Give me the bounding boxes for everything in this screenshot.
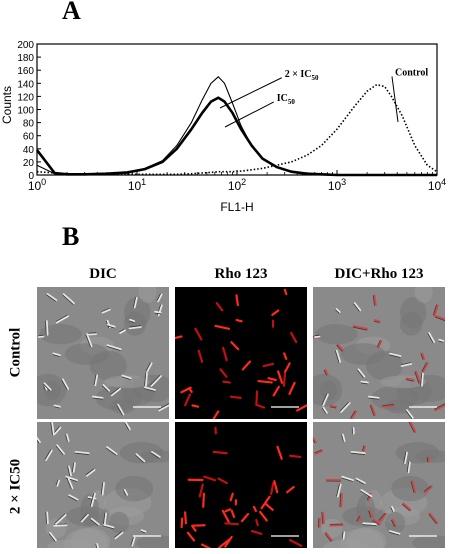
y-tick-label: 100 bbox=[17, 106, 34, 117]
plot-frame bbox=[37, 44, 437, 175]
cell-shape bbox=[256, 520, 257, 525]
y-tick-label: 200 bbox=[17, 40, 34, 51]
cell-shape bbox=[237, 320, 242, 321]
texture-blob bbox=[391, 476, 429, 502]
y-tick-label: 140 bbox=[17, 79, 34, 90]
column-header-dic-rho123: DIC+Rho 123 bbox=[313, 266, 445, 283]
cell-shape bbox=[375, 320, 380, 321]
cell-shape bbox=[256, 392, 257, 406]
cell-shape bbox=[225, 523, 238, 524]
panel-b-letter: B bbox=[62, 222, 79, 252]
tile-background bbox=[175, 287, 307, 419]
series-line-1 bbox=[37, 98, 437, 175]
cell-shape bbox=[203, 494, 204, 507]
cell-shape bbox=[383, 406, 394, 407]
cell-shape bbox=[192, 405, 198, 406]
cell-shape bbox=[146, 374, 147, 386]
annotation-label: IC50 bbox=[277, 93, 296, 106]
x-tick-label: 102 bbox=[228, 177, 246, 193]
row-header-control: Control bbox=[8, 293, 25, 413]
cell-shape bbox=[341, 494, 342, 507]
texture-blob bbox=[124, 312, 147, 336]
cell-shape bbox=[439, 340, 443, 341]
cell-shape bbox=[323, 512, 324, 523]
y-tick-label: 80 bbox=[23, 119, 35, 130]
texture-blob bbox=[115, 476, 153, 502]
micrograph-control-merge bbox=[313, 287, 445, 419]
cell-shape bbox=[54, 405, 60, 406]
y-tick-label: 160 bbox=[17, 66, 34, 77]
y-tick-label: 20 bbox=[23, 158, 35, 169]
cell-shape bbox=[93, 397, 103, 398]
chart-series bbox=[37, 77, 437, 175]
cell-shape bbox=[185, 512, 186, 523]
cell-shape bbox=[97, 544, 98, 548]
cell-shape bbox=[155, 312, 161, 313]
cell-shape bbox=[285, 290, 286, 294]
cell-shape bbox=[361, 382, 367, 383]
cell-shape bbox=[258, 381, 271, 382]
cell-shape bbox=[315, 336, 319, 337]
x-tick-label: 101 bbox=[128, 177, 146, 193]
cell-shape bbox=[330, 405, 336, 406]
cell-shape bbox=[47, 512, 48, 523]
micrograph-control-rho123 bbox=[175, 287, 307, 419]
y-tick-label: 60 bbox=[23, 132, 35, 143]
cell-shape bbox=[363, 523, 376, 524]
chart-axes bbox=[37, 44, 437, 175]
cell-shape bbox=[39, 336, 43, 337]
cell-shape bbox=[223, 382, 229, 383]
cell-shape bbox=[290, 456, 300, 457]
x-axis-label: FL1-H bbox=[220, 200, 253, 214]
micrograph-2xic50-dic bbox=[37, 422, 169, 554]
micrograph-2xic50-rho123 bbox=[175, 422, 307, 554]
y-tick-label: 180 bbox=[17, 53, 34, 64]
x-tick-label: 104 bbox=[428, 177, 446, 193]
x-tick-label: 103 bbox=[328, 177, 346, 193]
cell-shape bbox=[47, 321, 48, 335]
annotation-arrow bbox=[220, 78, 282, 108]
micrograph-2xic50-merge bbox=[313, 422, 445, 554]
cell-shape bbox=[284, 374, 285, 386]
texture-blob bbox=[65, 343, 109, 365]
cell-shape bbox=[236, 295, 237, 305]
annotation-label: 2 × IC50 bbox=[285, 69, 319, 82]
row-header-2xic50: 2 × IC50 bbox=[8, 427, 25, 547]
cell-shadow bbox=[315, 335, 319, 336]
series-line-0 bbox=[37, 77, 437, 175]
panel-a-letter: A bbox=[62, 0, 81, 26]
cell-shape bbox=[74, 463, 75, 472]
cell-shape bbox=[343, 532, 344, 539]
cell-shape bbox=[364, 446, 365, 451]
y-tick-label: 40 bbox=[23, 145, 35, 156]
cell-shadow bbox=[39, 335, 43, 336]
chart-annotations: 2 × IC50 IC50 Control bbox=[220, 67, 428, 127]
annotation-label: Control bbox=[395, 67, 428, 78]
texture-blob bbox=[315, 324, 357, 344]
texture-blob bbox=[66, 506, 109, 526]
micrograph-control-dic bbox=[37, 287, 169, 419]
cell-shape bbox=[422, 374, 423, 386]
cell-shape bbox=[369, 397, 379, 398]
cell-shape bbox=[214, 452, 227, 453]
y-axis-label: Counts bbox=[0, 86, 14, 124]
column-header-rho123: Rho 123 bbox=[175, 266, 307, 283]
column-header-dic: DIC bbox=[37, 266, 169, 283]
texture-blob bbox=[109, 512, 129, 534]
x-tick-label: 100 bbox=[28, 177, 46, 193]
cell-shape bbox=[231, 397, 241, 398]
texture-blob bbox=[400, 312, 423, 336]
y-tick-label: 120 bbox=[17, 92, 34, 103]
series-line-2 bbox=[37, 85, 437, 175]
